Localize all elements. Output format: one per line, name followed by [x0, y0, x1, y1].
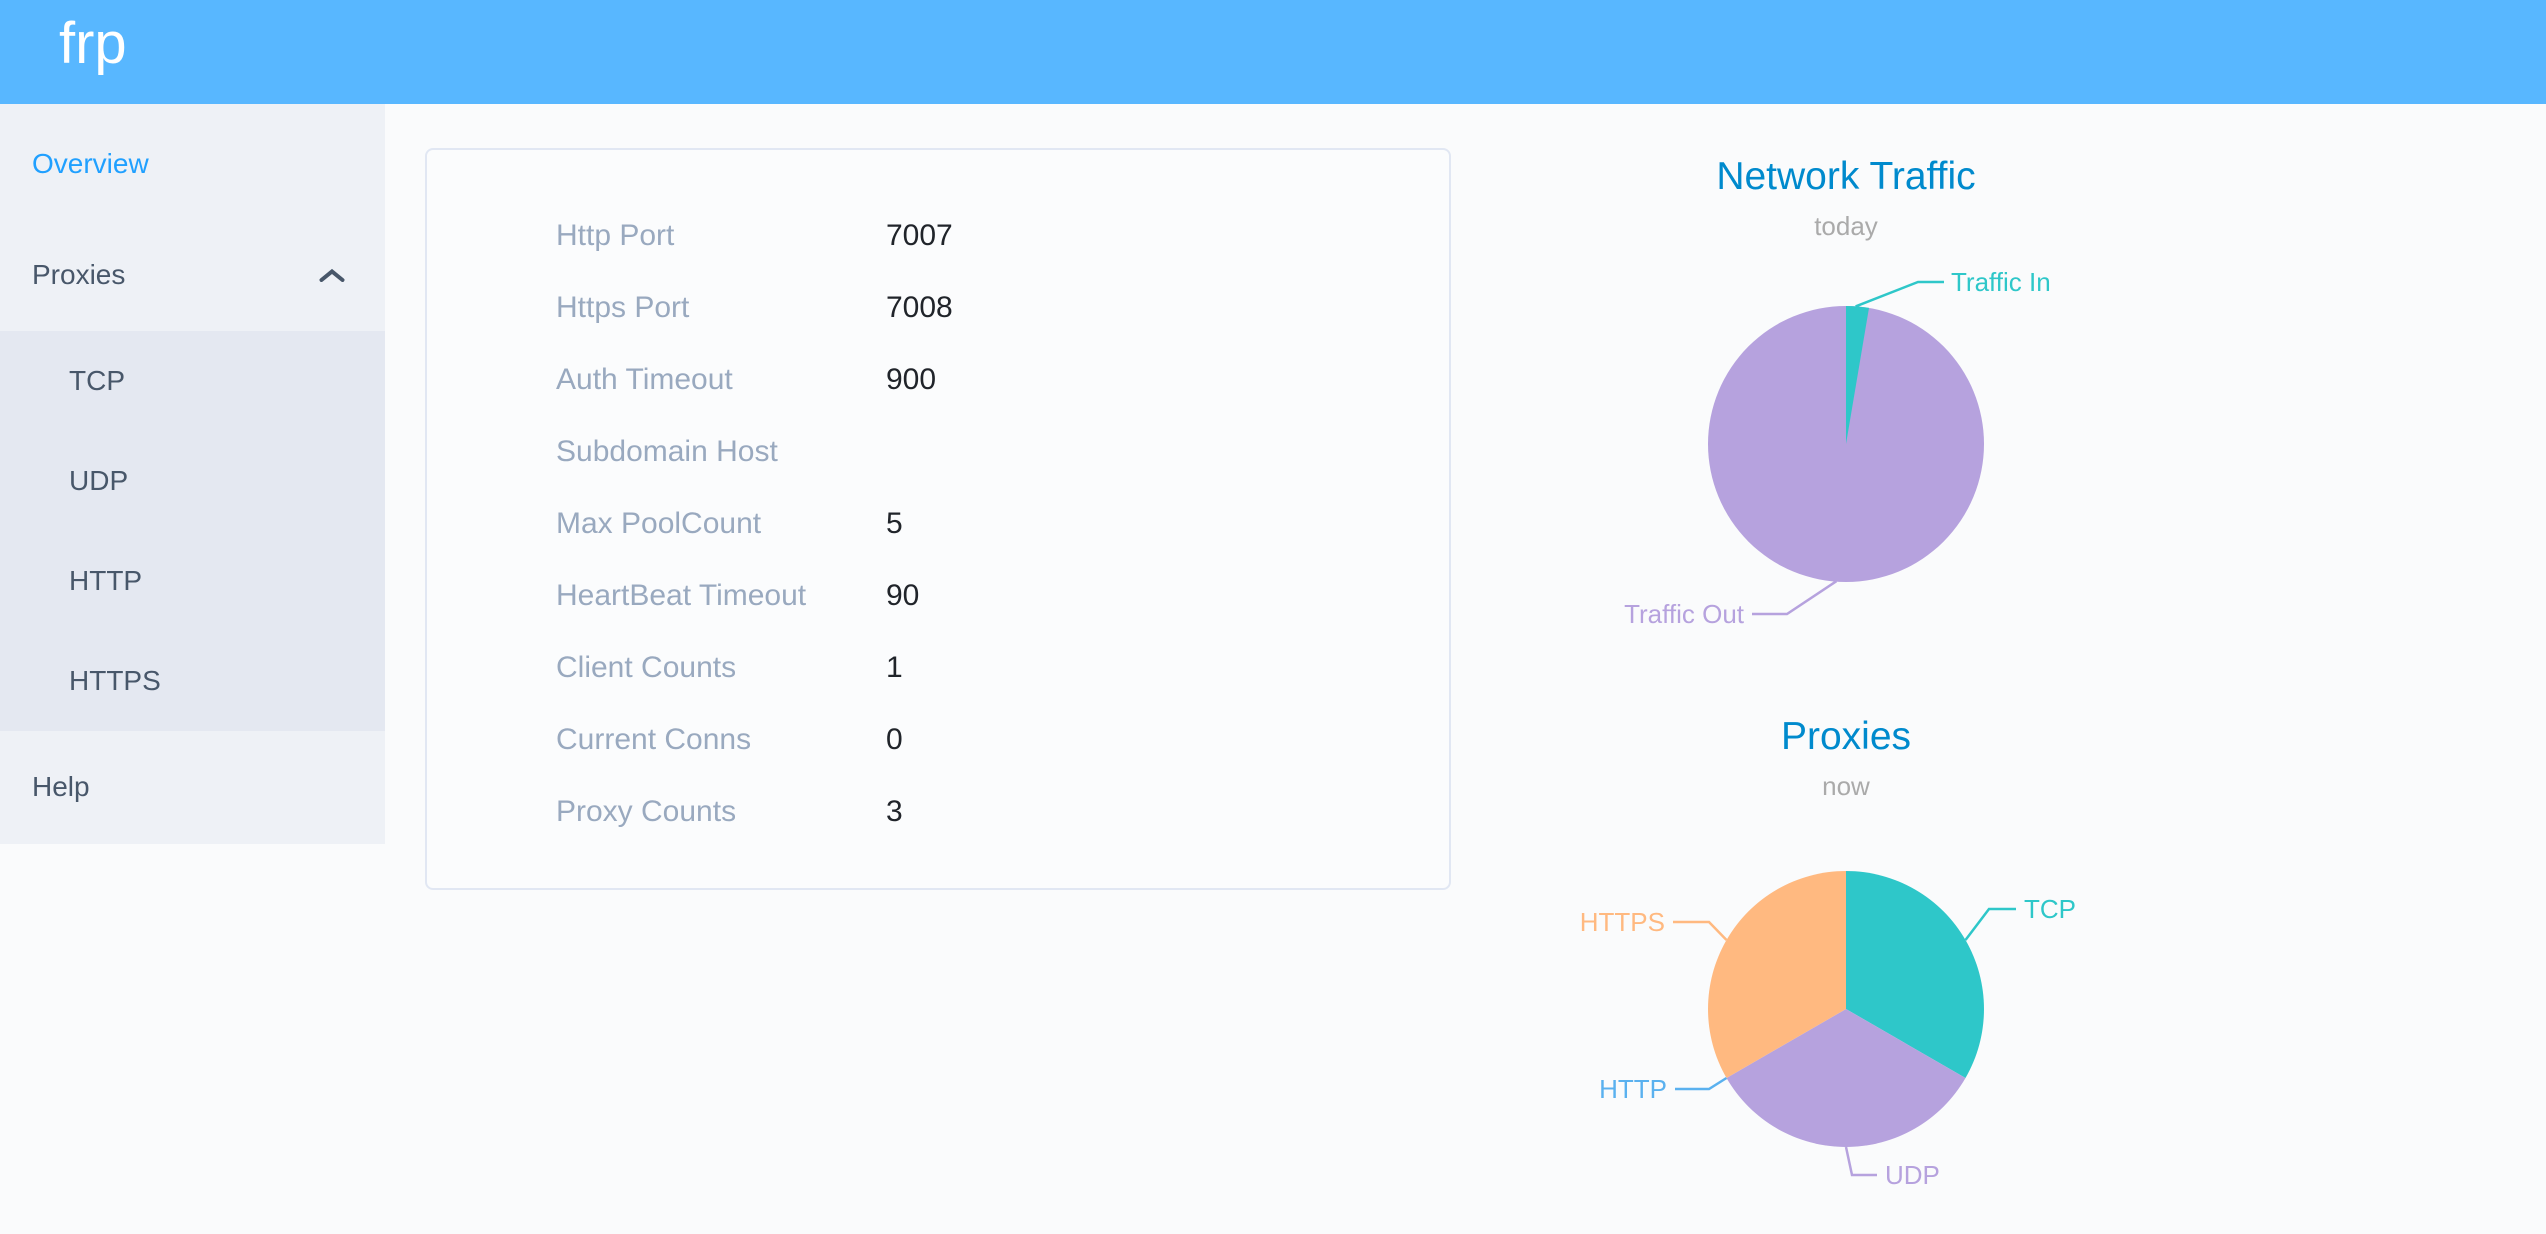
svg-text:now: now	[1822, 771, 1870, 801]
svg-text:Network Traffic: Network Traffic	[1716, 155, 1975, 198]
svg-text:Traffic Out: Traffic Out	[1624, 599, 1745, 629]
svg-text:Proxies: Proxies	[1781, 715, 1911, 758]
svg-text:Traffic In: Traffic In	[1951, 267, 2051, 297]
svg-text:TCP: TCP	[2024, 894, 2076, 924]
svg-text:HTTPS: HTTPS	[1580, 907, 1665, 937]
svg-text:HTTP: HTTP	[1599, 1074, 1667, 1104]
svg-text:UDP: UDP	[1885, 1160, 1940, 1190]
svg-text:today: today	[1814, 211, 1878, 241]
